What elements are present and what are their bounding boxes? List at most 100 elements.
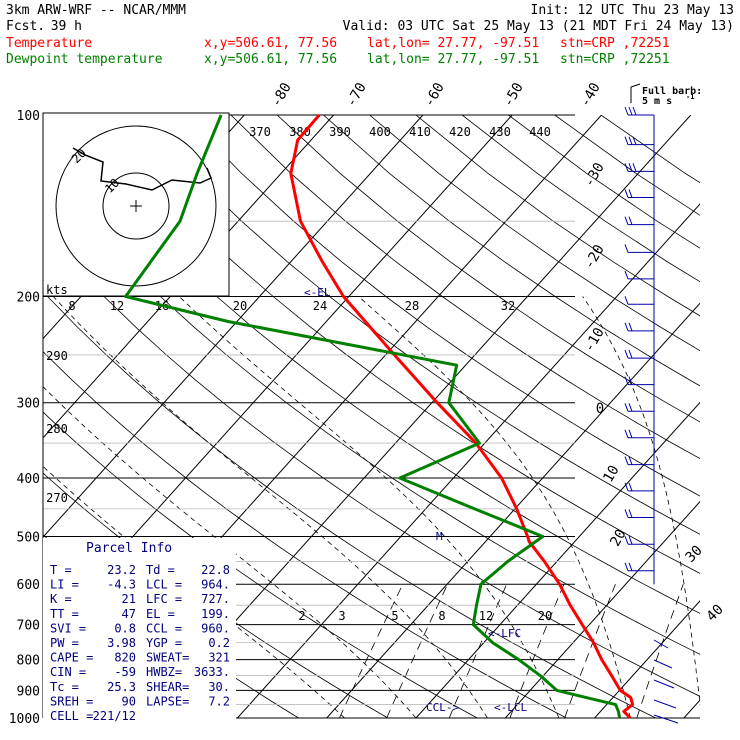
mixing-ratio-label: 2 [298, 609, 305, 623]
wind-barb-low [653, 679, 675, 689]
model-title: 3km ARW-WRF -- NCAR/MMM [6, 3, 186, 18]
parcel-value: -4.3 [107, 578, 136, 592]
dry-adiabat [323, 115, 700, 387]
parcel-label: SREH = [50, 694, 93, 708]
wind-barb-feather [624, 270, 629, 280]
wind-barbs [624, 106, 679, 724]
parcel-label: LAPSE= [146, 694, 189, 708]
theta-label: 410 [409, 125, 431, 139]
hodograph-scale-label: 20 [233, 299, 247, 313]
isotherm-line [504, 500, 700, 718]
isotherm-label: 40 [704, 602, 727, 625]
pressure-label: 500 [17, 530, 40, 545]
parcel-value: 23.2 [107, 563, 136, 577]
parcel-value: 47 [122, 607, 136, 621]
wind-barb-feather [628, 349, 633, 359]
pressure-label: 1000 [9, 712, 40, 727]
wind-barb-feather [632, 106, 637, 116]
isotherm-label: -70 [343, 80, 370, 110]
dewpoint-profile [124, 114, 622, 719]
wind-barb-feather [628, 189, 633, 198]
mixing-ratio-label: 3 [338, 609, 345, 623]
level-annotations: <-EL <-LFC CCL-> <-LCL M [304, 286, 527, 714]
isotherm-line [415, 401, 700, 718]
parcel-label: LFC = [146, 592, 182, 606]
parcel-value: 960. [201, 621, 230, 635]
init-time: Init: 12 UTC Thu 23 May 13 [531, 3, 735, 18]
dewpoint-legend: Dewpoint temperature [6, 52, 163, 67]
parcel-value: 90 [122, 694, 136, 708]
parcel-info-box: Parcel Info T = 23.2 Td = 22.8 LI = -4.3 LCL =… [43, 538, 236, 727]
parcel-value: 25.3 [107, 680, 136, 694]
parcel-value: 321 [208, 651, 230, 665]
hodograph-ring-outer [55, 125, 217, 287]
wind-barb-feather [624, 403, 629, 412]
el-marker: <-EL [304, 286, 331, 299]
parcel-label: LCL = [146, 578, 182, 592]
parcel-label: TT = [50, 607, 79, 621]
wind-barb-feather [628, 429, 633, 438]
isotherm-line [237, 203, 700, 718]
forecast-label: Fcst. [6, 19, 45, 34]
m-marker: M [436, 530, 443, 543]
barb-legend-value: 5 m s [642, 96, 672, 107]
wind-barb-feather [624, 376, 629, 385]
dewpoint-station: stn=CRP ,72251 [560, 52, 670, 67]
wind-barb-feather [628, 456, 633, 465]
mixing-ratio-line [636, 584, 684, 718]
parcel-value: 7.2 [208, 694, 230, 708]
wind-barb-feather [624, 216, 629, 225]
wind-barb-feather [624, 322, 629, 332]
isotherm-label: 0 [596, 401, 604, 417]
wind-barb-feather [624, 429, 629, 438]
hodograph-scale-label: 24 [313, 299, 327, 313]
hodograph-scale-label: 8 [68, 299, 75, 313]
dry-adiabat-label: 290 [46, 349, 68, 363]
mixing-ratio-line [339, 584, 404, 718]
isotherm-line [683, 699, 700, 718]
barb-legend-flag [630, 83, 641, 88]
isotherm-label: 20 [607, 527, 629, 550]
dry-adiabat [415, 115, 700, 317]
mixing-ratio-label: 12 [479, 609, 493, 623]
wind-barb-feather [628, 106, 633, 116]
barb-legend-exponent: -1 [686, 93, 694, 101]
hodograph-trace [72, 147, 212, 191]
temperature-legend: Temperature [6, 36, 92, 51]
parcel-label: SWEAT= [146, 651, 189, 665]
hodograph-units: kts [46, 283, 68, 297]
theta-label: 390 [329, 125, 351, 139]
parcel-value: 0.8 [114, 621, 136, 635]
wind-barb-low [653, 659, 673, 669]
dewpoint-latlon: lat,lon= 27.77, -97.51 [367, 52, 539, 67]
isotherm-label: -10 [581, 325, 608, 355]
parcel-label: Td = [146, 563, 175, 577]
parcel-value: 21 [122, 592, 136, 606]
isotherm-label: -80 [268, 80, 295, 110]
isotherm-line [43, 115, 334, 439]
forecast-hour: 39 h [51, 19, 82, 34]
temperature-station: stn=CRP ,72251 [560, 36, 670, 51]
isotherm-label: -40 [577, 80, 604, 110]
parcel-value: 3.98 [107, 636, 136, 650]
parcel-value: 0.2 [208, 636, 230, 650]
wind-barb-feather [628, 482, 633, 491]
pressure-label: 800 [17, 654, 40, 669]
pressure-label: 200 [17, 291, 40, 306]
wind-barb-feather [624, 536, 629, 545]
parcel-value: 30. [208, 680, 230, 694]
pressure-label: 300 [17, 397, 40, 412]
wind-barb-low [653, 714, 679, 724]
dry-adiabat-label: 270 [46, 491, 68, 505]
moist-adiabat [178, 296, 560, 718]
header-text: 3km ARW-WRF -- NCAR/MMM Init: 12 UTC Thu… [6, 3, 734, 67]
pressure-label: 700 [17, 619, 40, 634]
hodograph-ring-inner [102, 172, 170, 240]
wind-barb-feather [624, 136, 629, 145]
isotherm-line [43, 115, 424, 538]
hodograph: 10 20 kts [42, 112, 230, 297]
lcl-marker: <-LCL [494, 701, 527, 714]
dry-adiabat [184, 115, 700, 497]
wind-barb-feather [624, 509, 629, 518]
